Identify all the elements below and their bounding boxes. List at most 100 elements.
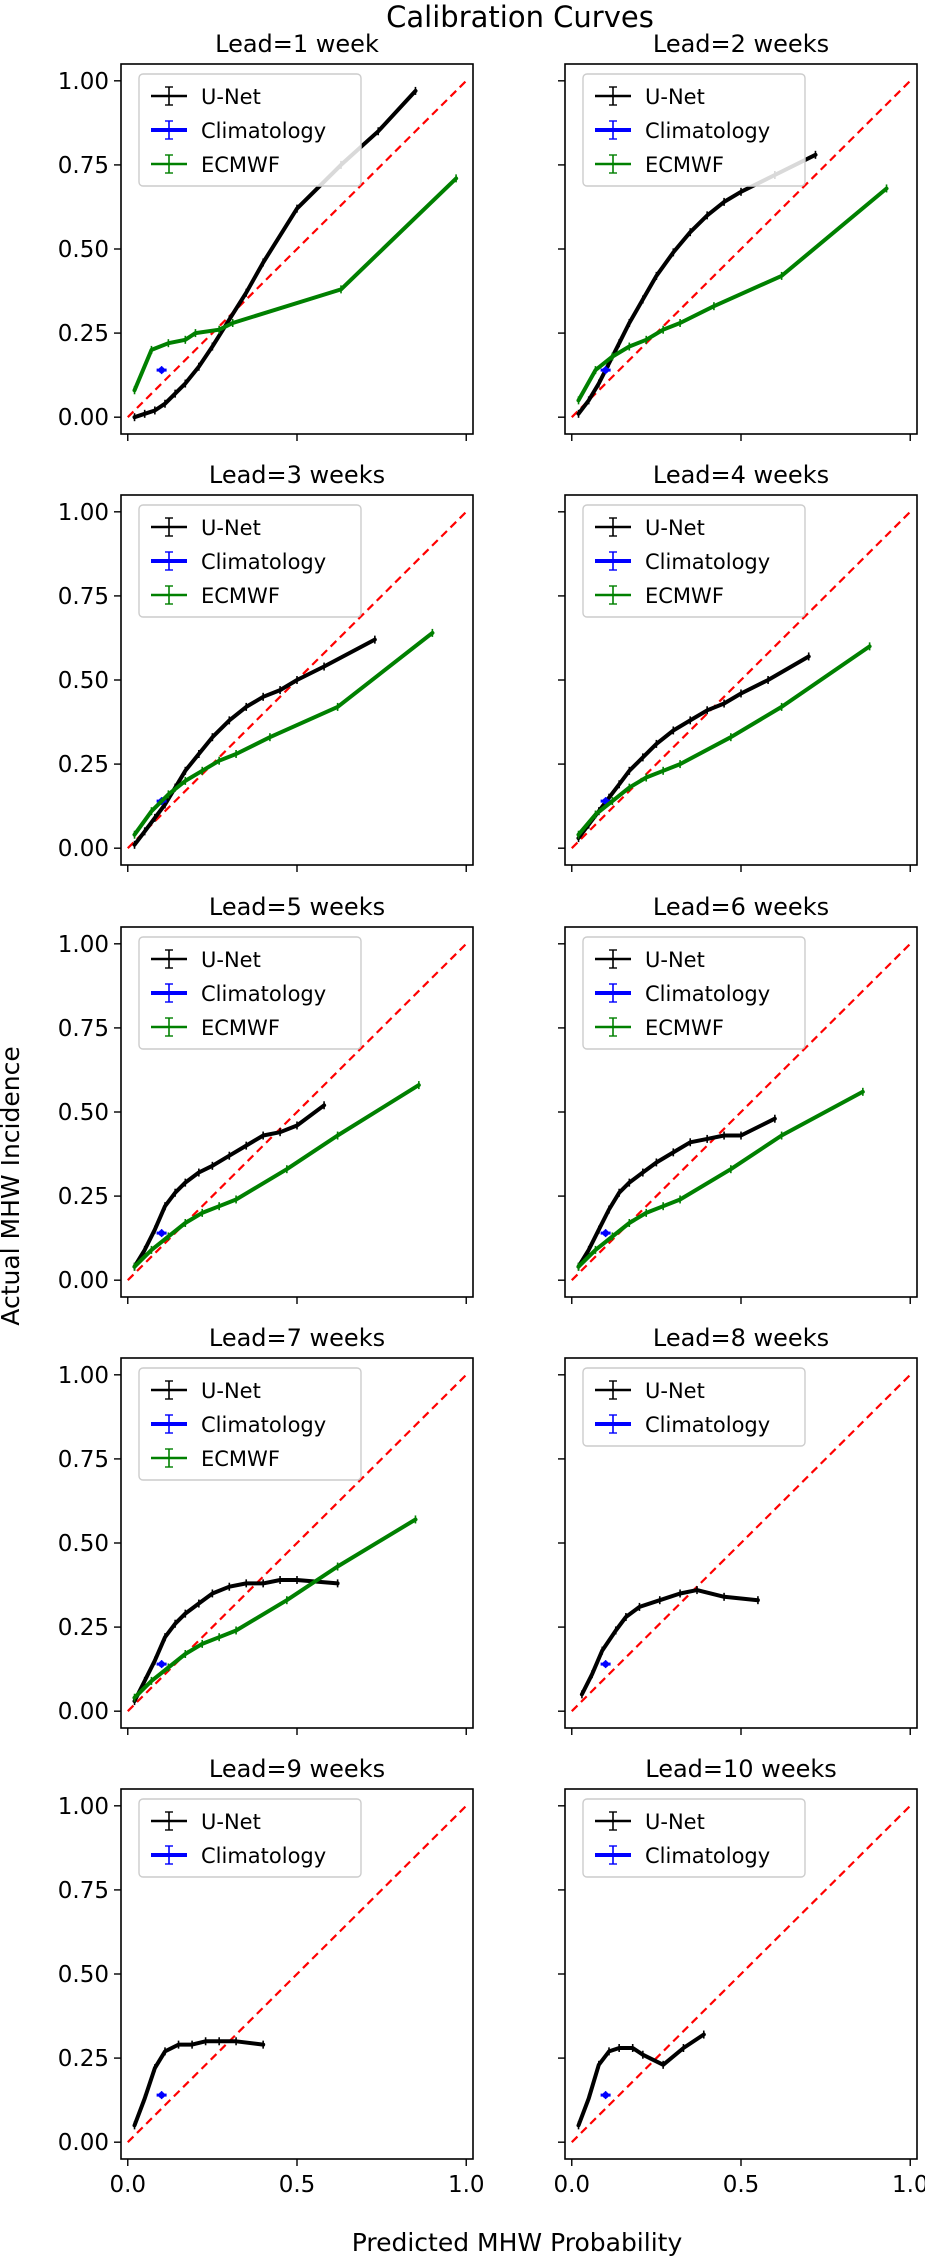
panel-6-legend: U-Net Climatology ECMWF bbox=[582, 936, 806, 1050]
panel-3-legend-climatology-label: Climatology bbox=[201, 550, 326, 574]
panel-1-ytick-label: 0.25 bbox=[58, 321, 109, 347]
panel-8-title: Lead=8 weeks bbox=[653, 1324, 829, 1352]
panel-6-ecmwf-line bbox=[576, 1089, 865, 1269]
panel-2-legend-u-net-label: U-Net bbox=[645, 85, 705, 109]
panel-5-ytick-label: 0.50 bbox=[58, 1100, 109, 1126]
panel-2-legend: U-Net Climatology ECMWF bbox=[582, 73, 806, 187]
panel-7-ecmwf-line bbox=[132, 1517, 418, 1700]
panel-9-u-net-line bbox=[132, 2039, 266, 2128]
panel-9-legend-box bbox=[138, 1798, 362, 1878]
panel-5-ytick-label: 0.00 bbox=[58, 1268, 109, 1294]
panel-3-ecmwf-line bbox=[132, 630, 435, 837]
panel-6-legend-ecmwf-label: ECMWF bbox=[645, 1016, 724, 1040]
panel-7-legend: U-Net Climatology ECMWF bbox=[138, 1367, 362, 1481]
panel-3-ytick-label: 0.75 bbox=[58, 584, 109, 610]
panel-4-legend-ecmwf-label: ECMWF bbox=[645, 584, 724, 608]
panel-5-title: Lead=5 weeks bbox=[209, 893, 385, 921]
panel-5-ytick-label: 1.00 bbox=[58, 932, 109, 958]
panel-10-xtick-label: 1.0 bbox=[892, 2172, 925, 2198]
panel-10-xtick-label: 0.5 bbox=[723, 2172, 760, 2198]
panel-3-legend-box bbox=[138, 504, 362, 618]
panel-7: Lead=7 weeks 0.00 0.25 0.50 0.75 1.00 U-Net Cli… bbox=[58, 1324, 474, 1735]
panel-8-legend-climatology-label: Climatology bbox=[645, 1413, 770, 1437]
panel-10-xtick-label: 0.0 bbox=[553, 2172, 590, 2198]
panel-7-ytick-label: 0.50 bbox=[58, 1531, 109, 1557]
panel-2-legend-box bbox=[582, 73, 806, 187]
panel-10-title: Lead=10 weeks bbox=[645, 1755, 837, 1783]
panel-6-legend-u-net-label: U-Net bbox=[645, 948, 705, 972]
panel-5-ecmwf-line bbox=[132, 1083, 421, 1269]
panel-9-ytick-label: 0.50 bbox=[58, 1962, 109, 1988]
panel-9-ytick-label: 1.00 bbox=[58, 1794, 109, 1820]
panel-9-legend-climatology-label: Climatology bbox=[201, 1844, 326, 1868]
panel-6-legend-box bbox=[582, 936, 806, 1050]
panel-10-legend-box bbox=[582, 1798, 806, 1878]
panel-4-legend-climatology-label: Climatology bbox=[645, 550, 770, 574]
panel-5-legend: U-Net Climatology ECMWF bbox=[138, 936, 362, 1050]
panel-3-legend-u-net-label: U-Net bbox=[201, 516, 261, 540]
panel-9-ytick-label: 0.00 bbox=[58, 2130, 109, 2156]
panel-10: Lead=10 weeks 0.0 0.5 1.0 U-Net Climatology bbox=[553, 1755, 925, 2198]
panel-1-ytick-label: 1.00 bbox=[58, 69, 109, 95]
panel-7-legend-box bbox=[138, 1367, 362, 1481]
y-axis-label: Actual MHW Incidence bbox=[0, 1046, 25, 1325]
panel-1-diagonal bbox=[126, 80, 468, 418]
panel-1-ytick-label: 0.00 bbox=[58, 405, 109, 431]
panel-3-ytick-label: 1.00 bbox=[58, 500, 109, 526]
panel-10-diagonal bbox=[570, 1805, 912, 2143]
panel-3-legend-ecmwf-label: ECMWF bbox=[201, 584, 280, 608]
panel-3-legend: U-Net Climatology ECMWF bbox=[138, 504, 362, 618]
panel-9-ytick-label: 0.25 bbox=[58, 2046, 109, 2072]
panel-3-ytick-label: 0.00 bbox=[58, 836, 109, 862]
panel-7-ytick-label: 0.25 bbox=[58, 1615, 109, 1641]
panel-2-legend-ecmwf-label: ECMWF bbox=[645, 153, 724, 177]
panel-7-legend-climatology-label: Climatology bbox=[201, 1413, 326, 1437]
panel-1-legend-u-net-label: U-Net bbox=[201, 85, 261, 109]
panel-9-xtick-label: 0.0 bbox=[109, 2172, 146, 2198]
panel-10-legend: U-Net Climatology bbox=[582, 1798, 806, 1878]
panel-8-legend-u-net-label: U-Net bbox=[645, 1379, 705, 1403]
panel-4-ecmwf-line bbox=[576, 644, 872, 837]
panel-9-title: Lead=9 weeks bbox=[209, 1755, 385, 1783]
panel-2-ecmwf-line bbox=[576, 186, 889, 403]
x-axis-label: Predicted MHW Probability bbox=[352, 2228, 683, 2257]
panel-5-ytick-label: 0.25 bbox=[58, 1184, 109, 1210]
panel-3-ytick-label: 0.50 bbox=[58, 668, 109, 694]
panel-5-legend-box bbox=[138, 936, 362, 1050]
panel-9-ytick-label: 0.75 bbox=[58, 1878, 109, 1904]
panel-1-title: Lead=1 week bbox=[215, 30, 379, 58]
panel-9-xtick-label: 0.5 bbox=[279, 2172, 316, 2198]
panel-4-title: Lead=4 weeks bbox=[653, 461, 829, 489]
figure-suptitle: Calibration Curves bbox=[386, 0, 654, 34]
panel-2-diagonal bbox=[570, 80, 912, 418]
panel-2-title: Lead=2 weeks bbox=[653, 30, 829, 58]
panel-8: Lead=8 weeks U-Net Climatology bbox=[558, 1324, 918, 1735]
panel-5-legend-u-net-label: U-Net bbox=[201, 948, 261, 972]
panel-3: Lead=3 weeks 0.00 0.25 0.50 0.75 1.00 U-Net Cli… bbox=[58, 461, 474, 872]
panel-4-legend: U-Net Climatology ECMWF bbox=[582, 504, 806, 618]
panel-7-ytick-label: 0.75 bbox=[58, 1447, 109, 1473]
panel-8-legend: U-Net Climatology bbox=[582, 1367, 806, 1447]
panel-7-ytick-label: 1.00 bbox=[58, 1363, 109, 1389]
panel-5: Lead=5 weeks 0.00 0.25 0.50 0.75 1.00 U-Net Cli… bbox=[58, 893, 474, 1304]
panel-7-u-net-line bbox=[132, 1578, 340, 1704]
panel-5-ytick-label: 0.75 bbox=[58, 1016, 109, 1042]
panel-6-u-net-line bbox=[576, 1116, 777, 1269]
panel-4-legend-u-net-label: U-Net bbox=[645, 516, 705, 540]
panel-9-diagonal bbox=[126, 1805, 468, 2143]
panel-1-legend-ecmwf-label: ECMWF bbox=[201, 153, 280, 177]
panel-1-ytick-label: 0.50 bbox=[58, 237, 109, 263]
panel-4-legend-box bbox=[582, 504, 806, 618]
panel-8-diagonal bbox=[570, 1374, 912, 1712]
panel-8-legend-box bbox=[582, 1367, 806, 1447]
panel-7-ytick-label: 0.00 bbox=[58, 1699, 109, 1725]
panel-6-title: Lead=6 weeks bbox=[653, 893, 829, 921]
panel-1-legend: U-Net Climatology ECMWF bbox=[138, 73, 362, 187]
panel-5-legend-ecmwf-label: ECMWF bbox=[201, 1016, 280, 1040]
panel-7-legend-u-net-label: U-Net bbox=[201, 1379, 261, 1403]
subplot-grid: Lead=1 week 0.00 0.25 0.50 0.75 1.00 U-Net Clim… bbox=[58, 30, 925, 2198]
panel-9-legend: U-Net Climatology bbox=[138, 1798, 362, 1878]
panel-9-legend-u-net-label: U-Net bbox=[201, 1810, 261, 1834]
panel-10-legend-u-net-label: U-Net bbox=[645, 1810, 705, 1834]
